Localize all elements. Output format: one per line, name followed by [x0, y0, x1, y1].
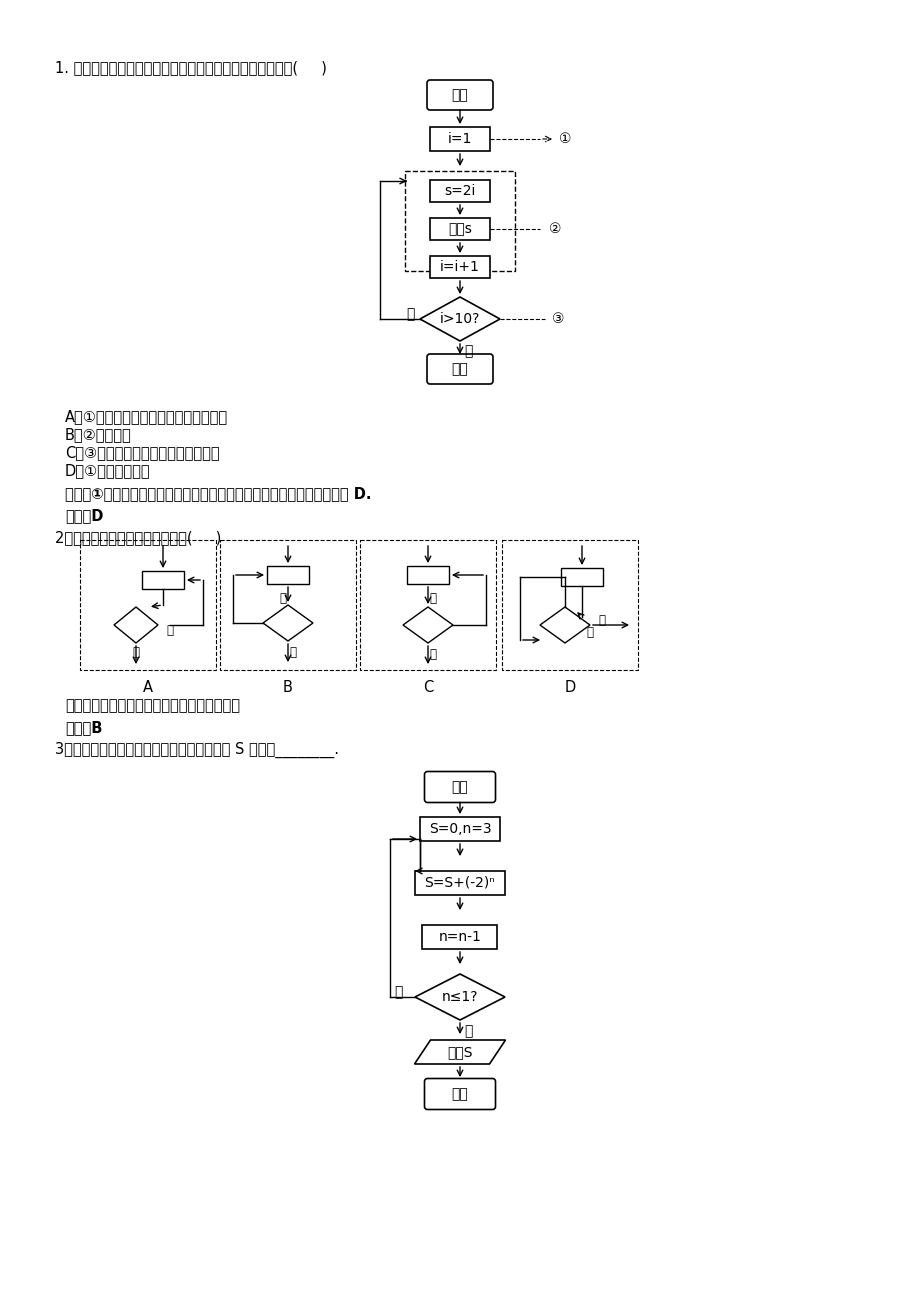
- Text: 答案：B: 答案：B: [65, 720, 102, 736]
- Text: 答案：D: 答案：D: [65, 508, 103, 523]
- Polygon shape: [420, 297, 499, 341]
- Text: s=2i: s=2i: [444, 184, 475, 198]
- Text: 1. 如图所示，是一个循环结构的算法，下列说法不正确的是(     ): 1. 如图所示，是一个循环结构的算法，下列说法不正确的是( ): [55, 60, 326, 76]
- Text: 是: 是: [289, 647, 296, 660]
- Bar: [267, 566, 309, 585]
- Bar: [502, 540, 637, 671]
- Text: 否: 否: [132, 647, 140, 660]
- Bar: [561, 568, 602, 586]
- Text: ③: ③: [551, 312, 563, 326]
- Bar: [220, 540, 356, 671]
- Text: S=0,n=3: S=0,n=3: [428, 822, 491, 836]
- Polygon shape: [114, 607, 158, 643]
- Polygon shape: [263, 605, 312, 641]
- Polygon shape: [403, 607, 452, 643]
- Text: n=n-1: n=n-1: [438, 930, 481, 944]
- Bar: [406, 566, 448, 585]
- Text: 输出s: 输出s: [448, 223, 471, 236]
- FancyBboxPatch shape: [426, 354, 493, 384]
- Bar: [80, 540, 216, 671]
- Text: 否: 否: [279, 591, 286, 604]
- Text: ②: ②: [548, 223, 561, 236]
- Text: 否: 否: [393, 986, 402, 999]
- Text: 是: 是: [463, 1023, 471, 1038]
- Text: n≤1?: n≤1?: [441, 990, 478, 1004]
- Text: 是: 是: [463, 344, 471, 358]
- Text: 开始: 开始: [451, 89, 468, 102]
- Text: 3．阅读下边的框图，运行相应的程序，输出 S 的值为________.: 3．阅读下边的框图，运行相应的程序，输出 S 的值为________.: [55, 742, 338, 758]
- Text: A．①是循环变量初始化，循环就要开始: A．①是循环变量初始化，循环就要开始: [65, 409, 228, 424]
- Text: 解析：根据直到型程序框图的概念进行判断．: 解析：根据直到型程序框图的概念进行判断．: [65, 698, 240, 713]
- Bar: [359, 540, 495, 671]
- Text: 否: 否: [405, 307, 414, 322]
- Text: 2．直到型循环结构对应的框图为(     ): 2．直到型循环结构对应的框图为( ): [55, 530, 221, 546]
- Bar: [429, 180, 490, 202]
- Text: 是: 是: [166, 624, 174, 637]
- Text: 输出S: 输出S: [447, 1046, 472, 1059]
- Text: 结束: 结束: [451, 362, 468, 376]
- Text: 开始: 开始: [451, 780, 468, 794]
- Polygon shape: [414, 974, 505, 1019]
- Text: i>10?: i>10?: [439, 312, 480, 326]
- Text: i=1: i=1: [448, 132, 471, 146]
- Text: D: D: [563, 680, 575, 695]
- Text: B．②是循环体: B．②是循环体: [65, 427, 131, 441]
- FancyBboxPatch shape: [426, 79, 493, 109]
- Text: C: C: [423, 680, 433, 695]
- Text: 是: 是: [429, 592, 436, 605]
- Polygon shape: [414, 1040, 505, 1064]
- FancyBboxPatch shape: [424, 1078, 495, 1109]
- Text: S=S+(-2)ⁿ: S=S+(-2)ⁿ: [425, 876, 494, 891]
- Text: 否: 否: [429, 648, 436, 661]
- Text: 否: 否: [598, 613, 605, 626]
- Polygon shape: [539, 607, 589, 643]
- Bar: [422, 924, 497, 949]
- Text: C．③是判断是否继续循环的终止条件: C．③是判断是否继续循环的终止条件: [65, 445, 220, 460]
- Text: i=i+1: i=i+1: [439, 260, 480, 273]
- Bar: [414, 871, 505, 894]
- Bar: [429, 128, 490, 151]
- Text: A: A: [142, 680, 153, 695]
- Text: B: B: [283, 680, 292, 695]
- Text: 解析：①是循环变量初始化，表示循环就要开始，不可以省略不写，故选 D.: 解析：①是循环变量初始化，表示循环就要开始，不可以省略不写，故选 D.: [65, 486, 371, 501]
- Bar: [429, 256, 490, 279]
- Text: 是: 是: [586, 626, 593, 639]
- Text: D．①可以省略不写: D．①可以省略不写: [65, 464, 151, 478]
- FancyBboxPatch shape: [424, 772, 495, 802]
- Bar: [142, 572, 184, 589]
- Text: 结束: 结束: [451, 1087, 468, 1101]
- Bar: [404, 171, 515, 271]
- Bar: [429, 217, 490, 240]
- Text: ①: ①: [558, 132, 571, 146]
- Bar: [420, 816, 499, 841]
